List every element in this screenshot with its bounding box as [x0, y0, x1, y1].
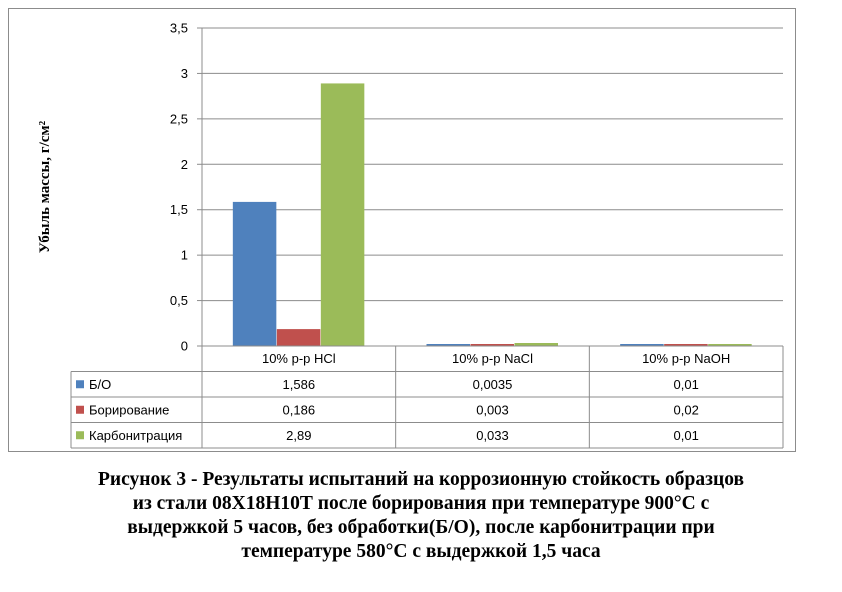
bar [470, 344, 514, 346]
data-table-value: 2,89 [286, 428, 311, 443]
bar-chart: 0 0,5 1 1,5 2 2,5 3 3,5 10% р-р HCl 10% р-р NaCl 1… [37, 21, 784, 449]
bar [620, 344, 664, 346]
data-table-value: 0,01 [674, 377, 699, 392]
data-table-value: 0,003 [476, 402, 509, 417]
caption-line-1: Рисунок 3 - Результаты испытаний на корр… [97, 469, 745, 490]
legend-key [76, 431, 84, 440]
bar [514, 343, 558, 346]
y-tick-label: 0 [181, 339, 188, 354]
data-table-value: 0,02 [674, 402, 699, 417]
data-table-value: 0,0035 [473, 377, 513, 392]
legend-series-name: Карбонитрация [89, 428, 182, 443]
category-label: 10% р-р NaOH [642, 351, 730, 366]
legend-series-name: Борирование [89, 402, 169, 417]
caption-line-4: температуре 580°С с выдержкой 1,5 часа [241, 541, 601, 562]
y-tick-label: 0,5 [170, 293, 188, 308]
legend-key [76, 405, 84, 414]
bar [276, 329, 321, 346]
y-tick-label: 2,5 [170, 111, 188, 126]
y-axis-label: Убыль массы, г/см² [37, 120, 53, 253]
data-table-value: 0,186 [283, 402, 316, 417]
chart-frame: 0 0,5 1 1,5 2 2,5 3 3,5 10% р-р HCl 10% р-р NaCl 1… [8, 8, 796, 452]
data-table-value: 0,01 [674, 428, 699, 443]
y-tick-label: 1,5 [170, 202, 188, 217]
bar [664, 344, 708, 346]
bar [708, 344, 752, 346]
category-label: 10% р-р HCl [262, 351, 336, 366]
bar [426, 344, 470, 346]
bar [232, 201, 277, 346]
legend-key [76, 380, 84, 389]
bar [320, 83, 365, 347]
y-tick-label: 3 [181, 66, 188, 81]
category-label: 10% р-р NaCl [452, 351, 533, 366]
data-table-value: 1,586 [283, 377, 316, 392]
figure-caption: Рисунок 3 - Результаты испытаний на корр… [0, 468, 842, 564]
y-tick-label: 1 [181, 248, 188, 263]
y-tick-label: 2 [181, 157, 188, 172]
data-table-value: 0,033 [476, 428, 509, 443]
legend-series-name: Б/О [89, 377, 111, 392]
caption-line-2: из стали 08Х18Н10Т после борирования при… [132, 493, 710, 514]
y-tick-label: 3,5 [170, 21, 188, 36]
caption-line-3: выдержкой 5 часов, без обработки(Б/О), п… [127, 517, 715, 538]
